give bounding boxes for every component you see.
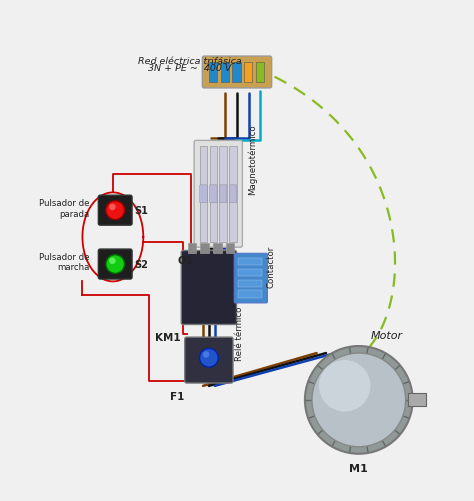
Text: Contactor: Contactor: [267, 245, 276, 288]
Text: Red eléctrica trifásica: Red eléctrica trifásica: [138, 57, 242, 66]
FancyBboxPatch shape: [209, 63, 217, 83]
FancyBboxPatch shape: [219, 185, 227, 203]
Text: Q1: Q1: [178, 255, 194, 265]
FancyBboxPatch shape: [220, 63, 229, 83]
Circle shape: [109, 204, 116, 211]
FancyBboxPatch shape: [210, 185, 217, 203]
Text: 3N + PE ~  400 V: 3N + PE ~ 400 V: [148, 64, 232, 73]
Text: S1: S1: [134, 206, 148, 216]
FancyBboxPatch shape: [229, 147, 237, 242]
FancyBboxPatch shape: [200, 147, 207, 242]
FancyBboxPatch shape: [234, 254, 267, 303]
Circle shape: [203, 352, 210, 358]
FancyBboxPatch shape: [408, 394, 426, 407]
FancyBboxPatch shape: [238, 269, 262, 277]
FancyBboxPatch shape: [201, 243, 209, 254]
FancyBboxPatch shape: [200, 185, 207, 203]
Text: M1: M1: [349, 463, 368, 473]
Circle shape: [312, 353, 406, 447]
FancyBboxPatch shape: [238, 291, 262, 298]
FancyBboxPatch shape: [238, 280, 262, 288]
FancyBboxPatch shape: [244, 63, 253, 83]
Text: F1: F1: [170, 391, 184, 401]
FancyBboxPatch shape: [194, 141, 242, 247]
Text: Motor: Motor: [371, 330, 403, 340]
Circle shape: [319, 360, 371, 412]
FancyBboxPatch shape: [202, 57, 272, 89]
FancyBboxPatch shape: [219, 147, 227, 242]
Text: Relé térmico: Relé térmico: [235, 306, 244, 360]
FancyBboxPatch shape: [226, 243, 234, 254]
Circle shape: [305, 346, 413, 454]
FancyBboxPatch shape: [181, 251, 237, 325]
FancyBboxPatch shape: [98, 196, 132, 226]
FancyBboxPatch shape: [213, 243, 221, 254]
FancyBboxPatch shape: [98, 249, 132, 280]
Text: Pulsador de
parada: Pulsador de parada: [39, 199, 90, 218]
Circle shape: [106, 201, 125, 220]
FancyBboxPatch shape: [210, 147, 217, 242]
Circle shape: [200, 349, 218, 367]
Text: Pulsador de
marcha: Pulsador de marcha: [39, 253, 90, 272]
Text: S2: S2: [134, 260, 148, 270]
Circle shape: [106, 255, 125, 274]
FancyBboxPatch shape: [229, 185, 237, 203]
FancyBboxPatch shape: [232, 63, 241, 83]
Text: KM1: KM1: [155, 332, 181, 342]
FancyBboxPatch shape: [256, 63, 264, 83]
Circle shape: [109, 258, 116, 265]
FancyBboxPatch shape: [185, 338, 233, 383]
FancyBboxPatch shape: [188, 243, 196, 254]
Text: Magnetotérmico: Magnetotérmico: [247, 124, 257, 194]
FancyBboxPatch shape: [238, 259, 262, 266]
